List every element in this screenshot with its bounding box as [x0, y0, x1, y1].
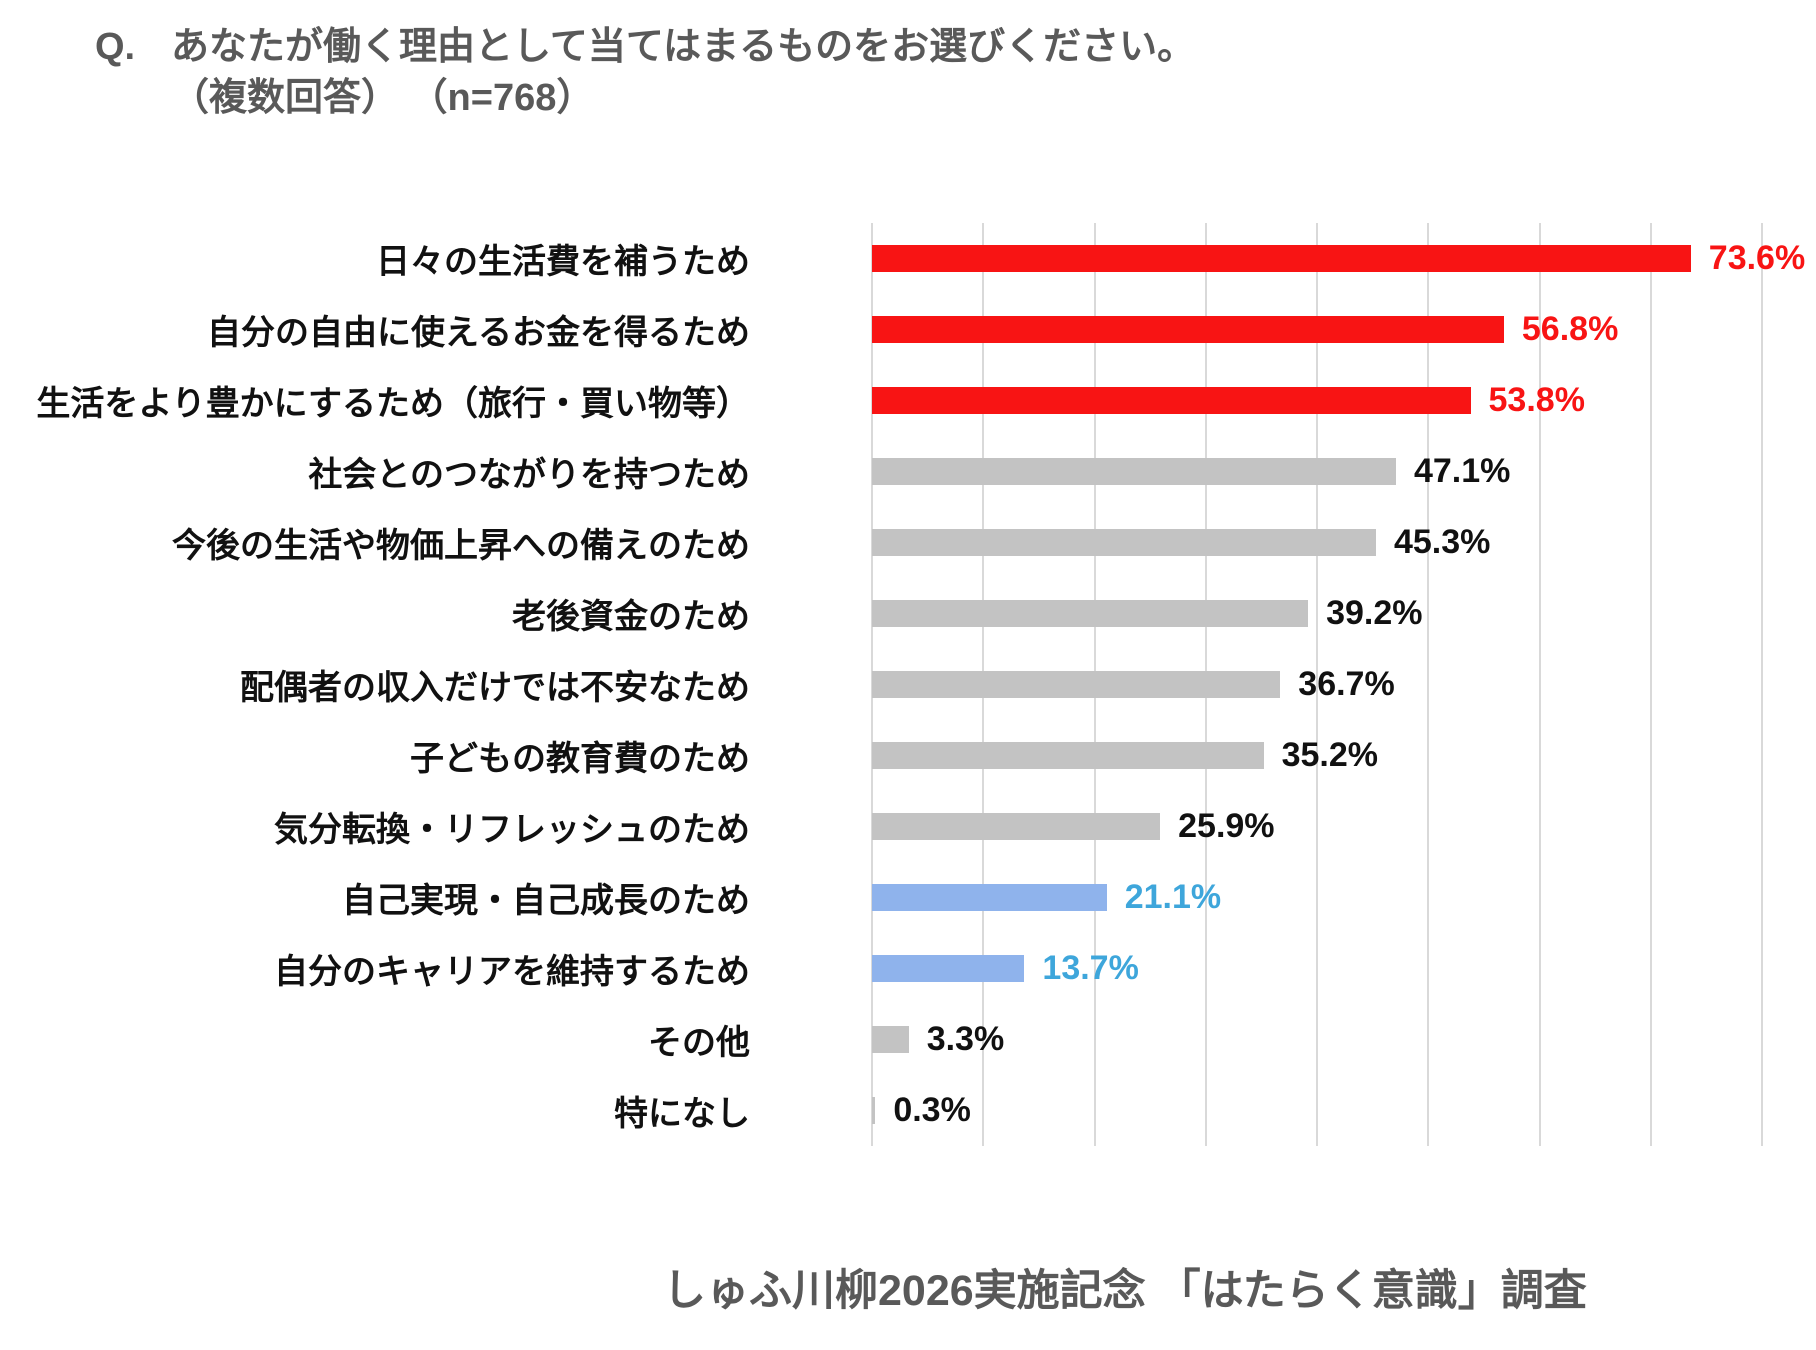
category-label: 気分転換・リフレッシュのため: [274, 811, 750, 849]
bar-row: 自分の自由に使えるお金を得るため 56.8%: [0, 294, 1816, 365]
bar-track: 47.1%: [872, 452, 1762, 491]
gridline: [1427, 223, 1430, 1146]
bar-row: 今後の生活や物価上昇への備えのため 45.3%: [0, 507, 1816, 578]
category-label: 社会とのつながりを持つため: [308, 456, 750, 494]
title-line-2: （複数回答） （n=768）: [171, 77, 595, 119]
bar-track: 0.3%: [872, 1091, 1762, 1130]
chart-question-title: Q. あなたが働く理由として当てはまるものをお選びください。 （複数回答） （n=…: [95, 22, 1195, 124]
value-label: 0.3%: [893, 1091, 971, 1129]
bar-track: 56.8%: [872, 310, 1762, 349]
bar-track: 25.9%: [872, 807, 1762, 846]
value-label: 3.3%: [926, 1020, 1005, 1058]
category-label: 自分のキャリアを維持するため: [274, 953, 750, 991]
question-text: あなたが働く理由として当てはまるものをお選びください。: [171, 26, 1196, 68]
category-label: 配偶者の収入だけでは不安なため: [240, 669, 750, 707]
value-label: 13.7%: [1042, 949, 1139, 987]
bar-row: 気分転換・リフレッシュのため 25.9%: [0, 791, 1816, 862]
bar: [872, 742, 1264, 769]
bar-row: 老後資金のため 39.2%: [0, 578, 1816, 649]
category-label: 自己実現・自己成長のため: [342, 882, 750, 920]
value-label: 21.1%: [1124, 878, 1222, 916]
value-label: 47.1%: [1413, 452, 1511, 490]
bar-track: 35.2%: [872, 736, 1762, 775]
value-label: 56.8%: [1521, 310, 1619, 348]
bar: [872, 955, 1025, 982]
bar-row: 自己実現・自己成長のため 21.1%: [0, 862, 1816, 933]
bar-track: 36.7%: [872, 665, 1762, 704]
question-prefix: Q.: [95, 26, 136, 68]
bar-row: 特になし 0.3%: [0, 1075, 1816, 1146]
gridline: [1538, 223, 1541, 1146]
bar: [872, 600, 1309, 627]
bar-row: 配偶者の収入だけでは不安なため 36.7%: [0, 649, 1816, 720]
bar-row: 生活をより豊かにするため（旅行・買い物等） 53.8%: [0, 365, 1816, 436]
category-label: 特になし: [614, 1095, 750, 1133]
bar: [872, 245, 1691, 272]
title-line-1: Q. あなたが働く理由として当てはまるものをお選びください。: [95, 22, 1195, 73]
bar: [872, 813, 1161, 840]
bar: [872, 671, 1281, 698]
value-label: 36.7%: [1298, 665, 1395, 703]
bar-row: その他 3.3%: [0, 1004, 1816, 1075]
bar-track: 39.2%: [872, 594, 1762, 633]
value-label: 73.6%: [1708, 239, 1806, 277]
bar-row: 自分のキャリアを維持するため 13.7%: [0, 933, 1816, 1004]
bar-row: 社会とのつながりを持つため 47.1%: [0, 436, 1816, 507]
bar-track: 3.3%: [872, 1020, 1762, 1059]
value-label: 35.2%: [1281, 736, 1378, 774]
bar-track: 73.6%: [872, 239, 1805, 278]
category-label: 老後資金のため: [512, 598, 750, 636]
bar: [872, 884, 1107, 911]
bar-row: 日々の生活費を補うため 73.6%: [0, 223, 1816, 294]
category-label: 今後の生活や物価上昇への備えのため: [172, 527, 750, 565]
gridline: [1316, 223, 1318, 1146]
value-label: 39.2%: [1326, 594, 1423, 632]
bar-rows: 日々の生活費を補うため 73.6% 自分の自由に使えるお金を得るため 56.8% 生活を…: [0, 223, 1816, 1146]
category-label: 子どもの教育費のため: [410, 740, 750, 778]
bar-track: 21.1%: [872, 878, 1762, 917]
gridline: [1761, 223, 1763, 1146]
survey-source-caption: しゅふ川柳2026実施記念 「はたらく意識」調査: [663, 1267, 1587, 1315]
bar-row: 子どもの教育費のため 35.2%: [0, 720, 1816, 791]
category-label: 日々の生活費を補うため: [376, 243, 750, 281]
bar: [872, 1097, 876, 1124]
value-label: 53.8%: [1488, 381, 1585, 419]
value-label: 25.9%: [1178, 807, 1275, 845]
category-label: その他: [648, 1024, 750, 1062]
bar-track: 53.8%: [872, 381, 1762, 420]
bar: [872, 387, 1471, 414]
bar: [872, 1026, 909, 1053]
gridline: [1649, 223, 1652, 1146]
value-label: 45.3%: [1393, 523, 1491, 561]
bar-track: 13.7%: [872, 949, 1762, 988]
category-label: 生活をより豊かにするため（旅行・買い物等）: [36, 385, 750, 423]
bar: [872, 458, 1396, 485]
bar: [872, 316, 1504, 343]
category-label: 自分の自由に使えるお金を得るため: [207, 314, 750, 352]
bar: [872, 529, 1376, 556]
bar-track: 45.3%: [872, 523, 1762, 562]
